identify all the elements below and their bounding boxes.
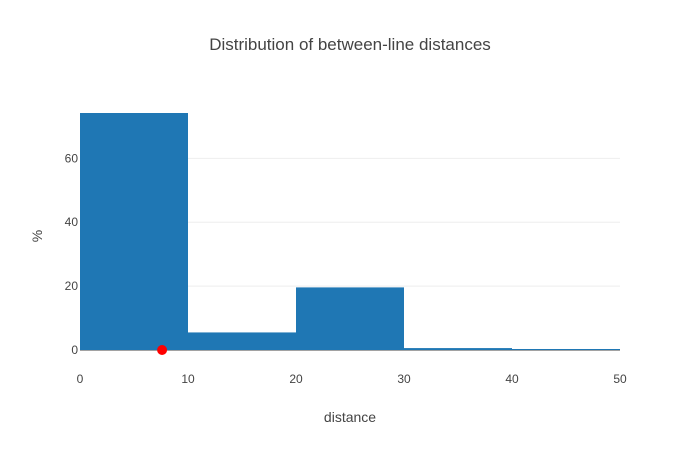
red-marker-point[interactable] [157,345,168,355]
bar-layer [80,113,620,350]
x-tick-label: 10 [181,372,195,386]
chart-title: Distribution of between-line distances [209,35,491,54]
x-tick-label: 30 [397,372,411,386]
x-tick-label: 20 [289,372,303,386]
y-tick-label: 20 [65,279,79,293]
histogram-bar[interactable] [80,113,188,350]
y-tick-label: 60 [65,151,79,165]
x-tick-labels: 0 10 20 30 40 50 [77,372,627,386]
y-axis-title: % [29,230,45,242]
histogram-bar[interactable] [404,348,512,350]
histogram-bar[interactable] [512,349,620,350]
y-tick-labels: 0 20 40 60 [65,151,79,357]
x-tick-label: 40 [505,372,519,386]
histogram-bar[interactable] [296,287,404,350]
histogram-bar[interactable] [188,332,296,350]
y-tick-label: 0 [71,343,78,357]
x-axis-title: distance [324,409,376,425]
y-tick-label: 40 [65,215,79,229]
x-tick-label: 50 [613,372,627,386]
marker-layer [157,345,168,355]
x-tick-label: 0 [77,372,84,386]
